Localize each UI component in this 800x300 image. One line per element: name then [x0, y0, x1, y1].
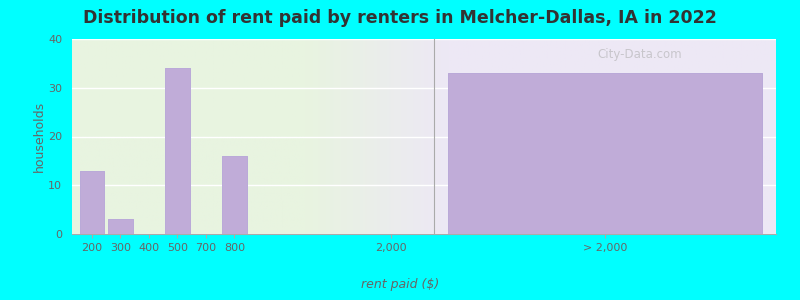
Text: Distribution of rent paid by renters in Melcher-Dallas, IA in 2022: Distribution of rent paid by renters in … [83, 9, 717, 27]
Bar [166, 68, 190, 234]
Bar [448, 73, 762, 234]
Text: City-Data.com: City-Data.com [598, 47, 682, 61]
Y-axis label: households: households [32, 101, 46, 172]
Bar [108, 219, 133, 234]
Bar [166, 68, 190, 234]
Bar [222, 156, 246, 234]
Bar [80, 171, 104, 234]
Text: rent paid ($): rent paid ($) [361, 278, 439, 291]
Bar [448, 73, 762, 234]
Bar [108, 219, 133, 234]
Bar [80, 171, 104, 234]
Bar [222, 156, 246, 234]
